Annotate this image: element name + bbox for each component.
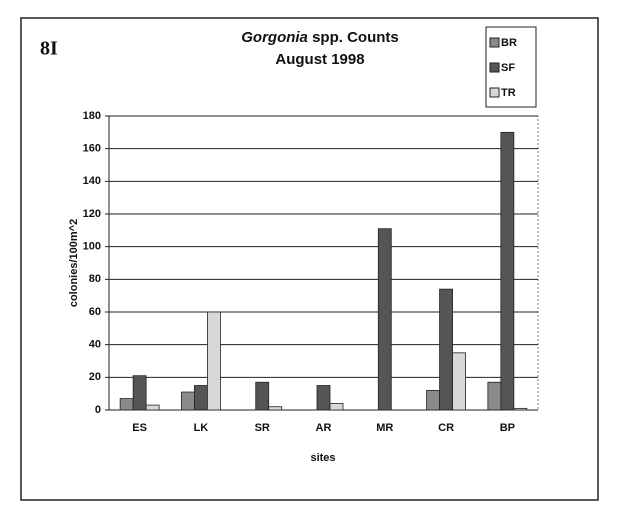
y-tick-label: 140: [83, 175, 101, 187]
x-tick-label: LK: [194, 422, 209, 434]
legend-label: BR: [501, 37, 517, 49]
bar: [452, 352, 466, 411]
bar: [500, 131, 515, 411]
bar: [426, 389, 440, 411]
bar: [145, 404, 160, 411]
bar: [487, 381, 502, 411]
panel-label: 8I: [40, 38, 58, 60]
y-tick-label: 40: [89, 339, 101, 351]
x-tick-label: ES: [132, 422, 147, 434]
y-tick-label: 0: [95, 404, 101, 416]
bar: [181, 391, 195, 411]
x-axis-label: sites: [310, 452, 335, 464]
x-tick-label: CR: [438, 422, 454, 434]
y-tick-label: 20: [89, 371, 101, 383]
legend-swatch: [489, 37, 500, 48]
legend-swatch: [489, 62, 500, 73]
bar: [268, 406, 283, 411]
legend-label: TR: [501, 87, 516, 99]
bar: [316, 385, 331, 411]
x-tick-label: SR: [255, 422, 270, 434]
y-tick-label: 180: [83, 110, 101, 122]
chart-subtitle: August 1998: [275, 51, 364, 68]
bar: [377, 228, 392, 411]
y-axis-label: colonies/100m^2: [68, 219, 80, 307]
chart-title: Gorgonia spp. Counts: [241, 29, 399, 46]
legend-label: SF: [501, 62, 515, 74]
frame: [20, 17, 599, 501]
legend-swatch: [489, 87, 500, 98]
x-tick-label: AR: [316, 422, 332, 434]
bar: [255, 381, 270, 411]
bar: [132, 375, 147, 411]
x-tick-label: MR: [376, 422, 393, 434]
y-tick-label: 100: [83, 241, 101, 253]
bar: [207, 311, 221, 411]
x-tick-label: BP: [500, 422, 515, 434]
y-tick-label: 120: [83, 208, 101, 220]
bar: [513, 407, 528, 411]
bar: [119, 398, 134, 411]
title-rest: spp. Counts: [312, 29, 399, 46]
bar: [329, 403, 344, 411]
bar: [439, 288, 453, 411]
y-tick-label: 160: [83, 143, 101, 155]
plot-border: [108, 115, 539, 411]
bar: [194, 385, 208, 411]
y-tick-label: 60: [89, 306, 101, 318]
title-italic: Gorgonia: [241, 29, 308, 46]
y-tick-label: 80: [89, 273, 101, 285]
